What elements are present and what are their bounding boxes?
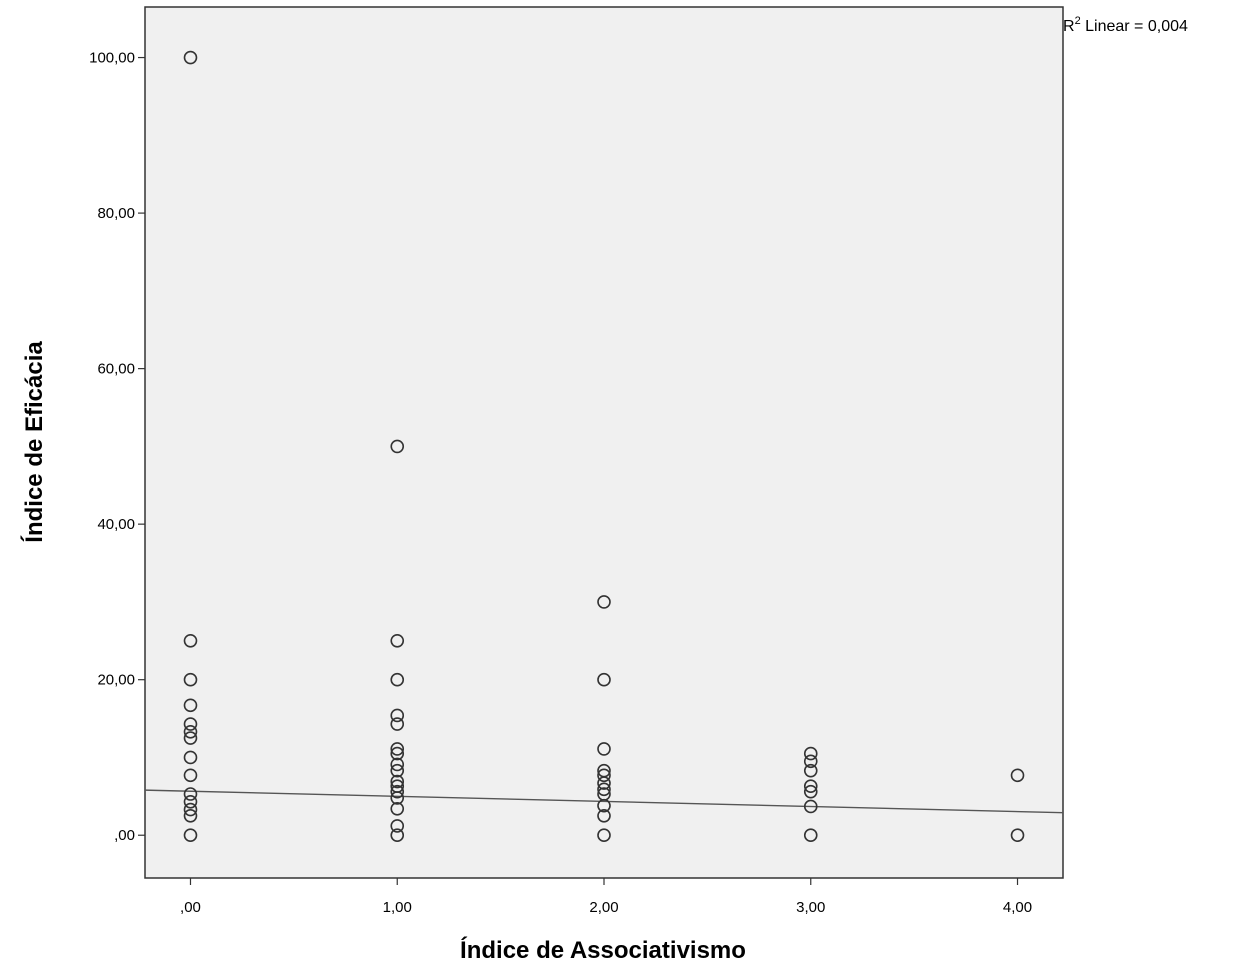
data-point xyxy=(803,799,818,814)
data-point xyxy=(803,784,818,799)
data-point xyxy=(597,742,611,756)
data-point xyxy=(390,774,405,789)
y-tick-label: 60,00 xyxy=(97,361,135,378)
data-point xyxy=(183,50,198,65)
y-tick-label: 80,00 xyxy=(97,205,135,222)
y-axis: ,00 20,00 40,00 60,00 80,00 100,00 xyxy=(89,50,145,844)
data-point xyxy=(597,776,611,790)
y-tick-label: 100,00 xyxy=(89,50,135,67)
data-point xyxy=(183,802,198,817)
data-point xyxy=(183,768,198,783)
data-point xyxy=(390,801,405,816)
data-point xyxy=(803,763,818,778)
data-point xyxy=(597,782,611,797)
r2-label: R2 Linear = 0,004 xyxy=(1063,15,1188,35)
data-point xyxy=(390,746,405,761)
fit-line xyxy=(144,789,1064,814)
x-axis: ,00 1,00 2,00 3,00 4,00 xyxy=(180,878,1032,916)
x-tick-label: 1,00 xyxy=(383,899,412,916)
data-point xyxy=(390,717,405,731)
data-point xyxy=(1010,768,1025,783)
data-point xyxy=(390,819,405,833)
data-point xyxy=(390,791,405,805)
data-point xyxy=(183,808,198,823)
y-axis-title: Índice de Eficácia xyxy=(20,341,48,543)
x-tick-label: 3,00 xyxy=(796,899,825,916)
data-point xyxy=(390,742,405,756)
x-axis-title: Índice de Associativismo xyxy=(460,936,746,964)
data-point xyxy=(390,828,405,843)
data-point xyxy=(803,746,818,761)
y-tick-label: ,00 xyxy=(114,827,135,844)
data-point xyxy=(597,808,611,823)
data-point xyxy=(597,768,611,783)
x-tick-label: 2,00 xyxy=(589,899,618,916)
points-layer xyxy=(183,50,1025,843)
data-point xyxy=(183,828,198,843)
data-point xyxy=(390,439,405,454)
data-point xyxy=(183,750,198,765)
data-point xyxy=(597,595,611,609)
data-point xyxy=(390,784,405,799)
data-point xyxy=(183,717,198,731)
data-point xyxy=(183,731,198,745)
data-point xyxy=(183,794,198,809)
x-tick-label: ,00 xyxy=(180,899,201,916)
data-point xyxy=(390,708,405,723)
data-point xyxy=(597,828,611,843)
data-point xyxy=(390,763,405,778)
data-point xyxy=(183,787,198,801)
data-point xyxy=(183,672,198,687)
data-point xyxy=(803,779,818,794)
plot-area xyxy=(144,6,1064,879)
data-point xyxy=(183,634,198,648)
data-point xyxy=(390,634,405,648)
data-point xyxy=(597,672,611,687)
data-point xyxy=(183,698,198,713)
data-point xyxy=(803,754,818,769)
y-tick-label: 40,00 xyxy=(97,516,135,533)
r2-label-superscript: 2 xyxy=(1075,15,1081,27)
r2-label-text: Linear = 0,004 xyxy=(1081,18,1188,35)
r2-label-prefix: R xyxy=(1063,18,1075,35)
data-point xyxy=(183,724,198,739)
data-point xyxy=(803,828,818,843)
fit-line-layer xyxy=(144,789,1064,814)
y-tick-label: 20,00 xyxy=(97,672,135,689)
data-point xyxy=(390,757,405,772)
x-tick-label: 4,00 xyxy=(1003,899,1032,916)
data-point xyxy=(390,672,405,687)
data-point xyxy=(597,798,611,813)
data-point xyxy=(1010,828,1025,843)
